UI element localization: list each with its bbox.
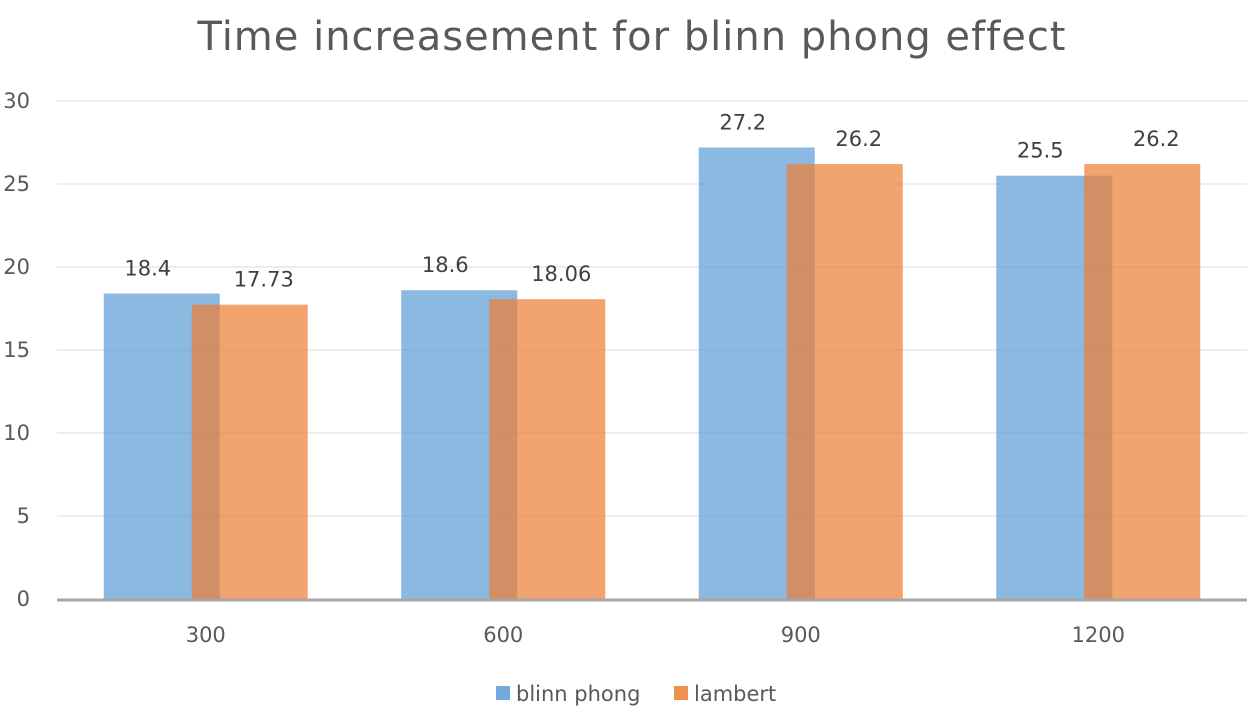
data-label: 18.4 <box>124 257 171 281</box>
bar-lambert-300 <box>191 304 308 599</box>
legend: blinn phong lambert <box>496 682 776 706</box>
y-tick-label: 25 <box>3 172 30 196</box>
y-tick-label: 30 <box>3 89 30 113</box>
bar-lambert-1200 <box>1084 164 1201 599</box>
legend-swatch <box>674 686 688 700</box>
data-labels: 18.4 17.73 18.6 18.06 27.2 26.2 25.5 26.2 <box>124 110 1179 291</box>
x-tick-label: 900 <box>781 623 821 647</box>
chart-title: Time increasement for blinn phong effect <box>196 14 1066 60</box>
y-tick-label: 15 <box>3 338 30 362</box>
data-label: 25.5 <box>1017 139 1064 163</box>
legend-swatch <box>496 686 510 700</box>
y-axis-ticks: 0 5 10 15 20 25 30 <box>3 89 30 611</box>
data-label: 17.73 <box>234 268 294 292</box>
legend-label: lambert <box>694 682 776 706</box>
bar-lambert-600 <box>489 299 606 599</box>
data-label: 27.2 <box>719 110 766 134</box>
x-tick-label: 1200 <box>1072 623 1125 647</box>
x-tick-label: 300 <box>186 623 226 647</box>
y-tick-label: 5 <box>17 504 30 528</box>
legend-label: blinn phong <box>516 682 640 706</box>
bars <box>103 147 1201 600</box>
y-tick-label: 10 <box>3 421 30 445</box>
bar-lambert-900 <box>786 164 903 599</box>
x-axis-ticks: 300 600 900 1200 <box>186 623 1125 647</box>
y-tick-label: 20 <box>3 255 30 279</box>
data-label: 18.6 <box>422 253 469 277</box>
x-tick-label: 600 <box>483 623 523 647</box>
data-label: 26.2 <box>1133 127 1180 151</box>
y-tick-label: 0 <box>17 587 30 611</box>
data-label: 26.2 <box>835 127 882 151</box>
data-label: 18.06 <box>531 262 591 286</box>
